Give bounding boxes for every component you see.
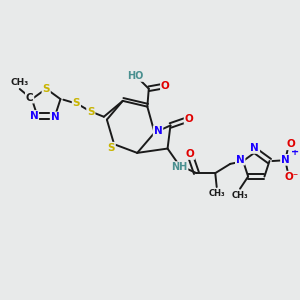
Text: N: N bbox=[29, 111, 38, 121]
Text: O: O bbox=[185, 149, 194, 159]
Text: N: N bbox=[236, 154, 244, 165]
Text: S: S bbox=[87, 106, 94, 116]
Text: O⁻: O⁻ bbox=[285, 172, 299, 182]
Text: HO: HO bbox=[127, 71, 143, 81]
Text: CH₃: CH₃ bbox=[232, 190, 248, 200]
Text: S: S bbox=[107, 143, 115, 153]
Text: N: N bbox=[51, 112, 59, 122]
Text: O: O bbox=[286, 139, 295, 149]
Text: C: C bbox=[26, 93, 33, 103]
Text: N: N bbox=[154, 126, 162, 136]
Text: S: S bbox=[42, 84, 50, 94]
Text: O: O bbox=[184, 114, 193, 124]
Text: N: N bbox=[281, 155, 290, 165]
Text: +: + bbox=[291, 147, 300, 157]
Text: NH: NH bbox=[171, 162, 188, 172]
Text: O: O bbox=[161, 81, 170, 92]
Text: S: S bbox=[73, 98, 80, 109]
Text: CH₃: CH₃ bbox=[208, 189, 225, 198]
Text: CH₃: CH₃ bbox=[10, 78, 28, 87]
Text: N: N bbox=[250, 143, 259, 153]
